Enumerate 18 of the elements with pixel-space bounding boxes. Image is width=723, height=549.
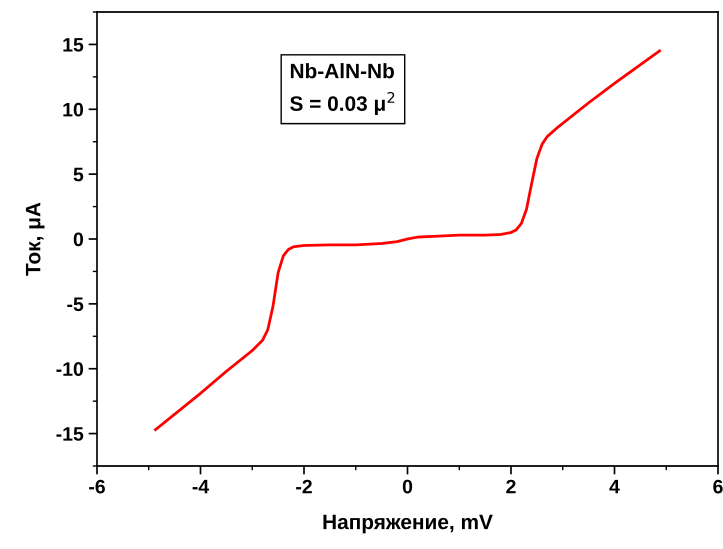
x-tick-label: -2 — [296, 480, 312, 494]
y-tick-label: 5 — [74, 168, 84, 182]
x-axis-title: Напряжение, mV — [323, 514, 493, 534]
y-tick-label: -15 — [56, 427, 84, 441]
annotation: Nb-AlN-Nb S = 0.03 μ$^{2}$ — [290, 63, 394, 115]
x-tick-label: -6 — [89, 480, 105, 494]
x-tick-label: 0 — [402, 480, 412, 494]
x-tick-label: 6 — [713, 480, 723, 494]
y-tick-label: 15 — [63, 38, 84, 52]
line-series — [154, 50, 661, 432]
x-tick-label: -4 — [192, 480, 210, 494]
x-tick-label: 2 — [506, 480, 516, 494]
y-tick-label: 0 — [74, 232, 84, 246]
y-axis-title: Ток, μA — [26, 202, 45, 276]
x-tick-label: 4 — [609, 480, 620, 494]
y-tick-label: -5 — [67, 298, 84, 312]
y-tick-label: -10 — [56, 362, 84, 376]
y-tick-label: 10 — [63, 102, 84, 117]
